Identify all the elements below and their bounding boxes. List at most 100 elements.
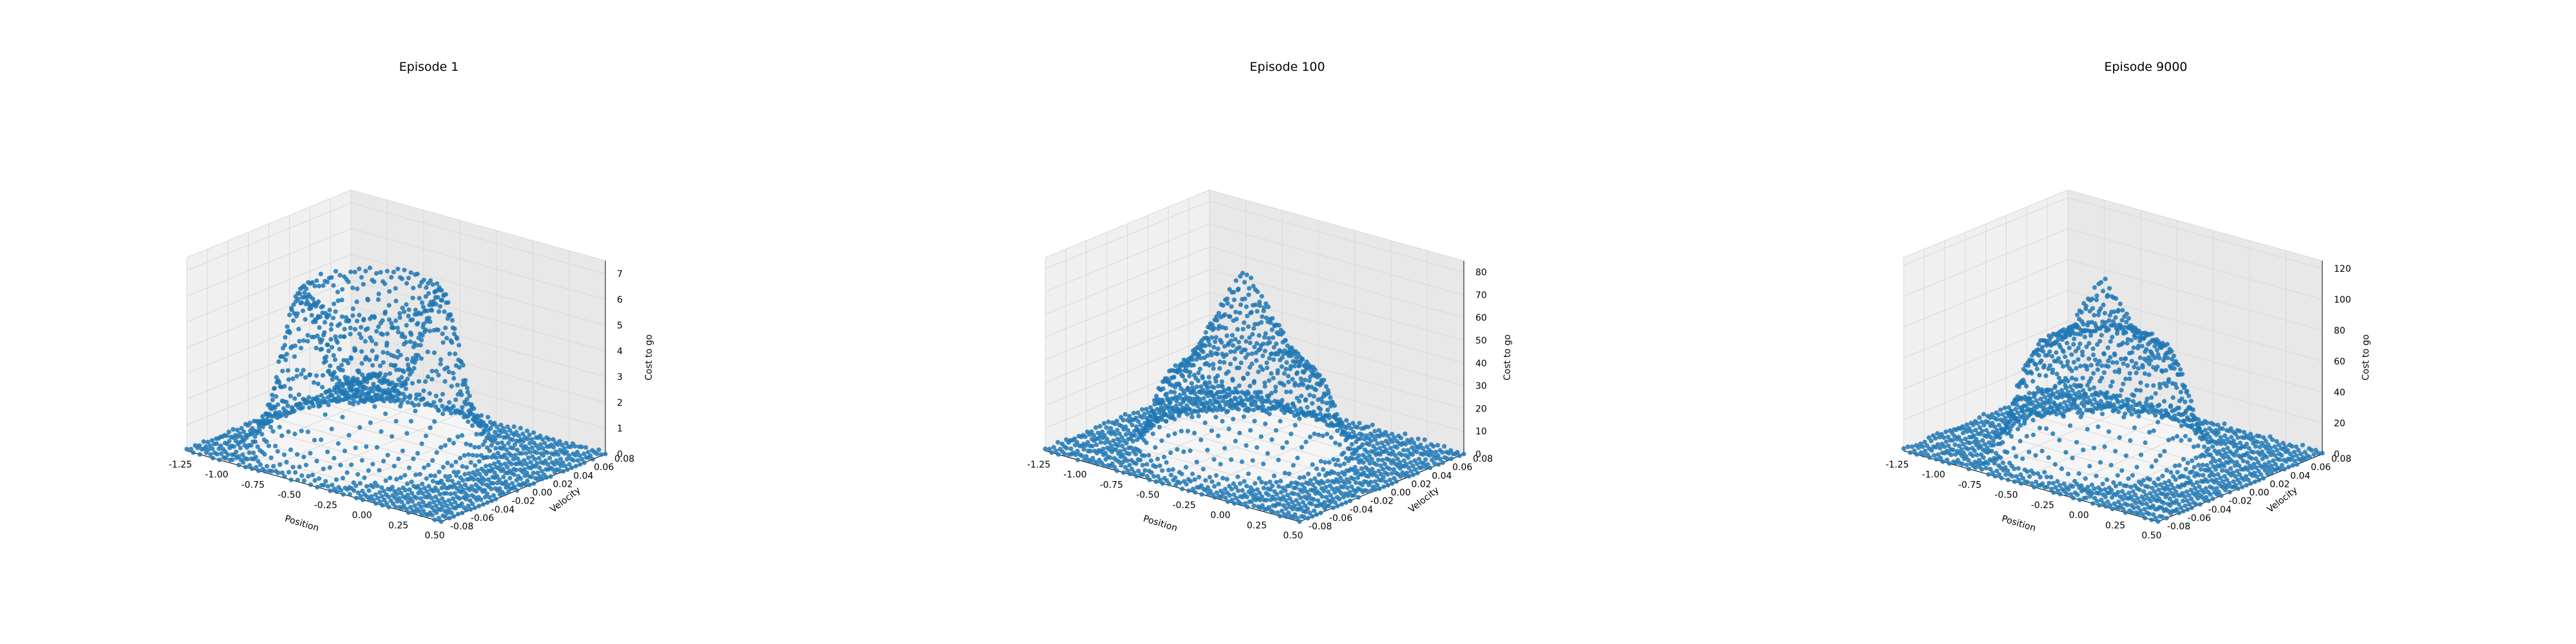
- data-point: [1215, 352, 1220, 357]
- z-tick-label: 10: [1475, 427, 1487, 437]
- data-point: [2096, 312, 2101, 317]
- y-tick-label: -0.08: [450, 522, 473, 532]
- data-point: [287, 330, 292, 336]
- x-tick-label: -0.75: [1100, 480, 1123, 490]
- data-point: [2065, 407, 2070, 412]
- data-point: [345, 395, 350, 400]
- data-point: [251, 450, 256, 455]
- data-point: [498, 462, 504, 468]
- data-point: [1453, 451, 1458, 457]
- data-point: [2105, 477, 2110, 482]
- data-point: [274, 375, 279, 380]
- data-point: [1217, 366, 1222, 371]
- data-point: [1367, 482, 1372, 488]
- data-point: [1944, 457, 1949, 462]
- data-point: [447, 474, 453, 479]
- data-point: [325, 279, 330, 285]
- data-point: [1191, 408, 1197, 413]
- data-point: [1349, 426, 1354, 431]
- data-point: [442, 366, 448, 372]
- data-point: [1354, 439, 1359, 444]
- data-point: [1277, 381, 1282, 386]
- data-point: [1155, 419, 1160, 424]
- data-point: [1376, 457, 1381, 462]
- data-point: [1164, 419, 1169, 424]
- data-point: [2113, 484, 2118, 489]
- data-point: [2020, 476, 2025, 481]
- data-point: [421, 508, 426, 513]
- data-point: [404, 357, 410, 362]
- y-tick-label: 0.04: [1432, 471, 1452, 481]
- data-point: [286, 469, 292, 475]
- data-point: [1153, 464, 1159, 469]
- data-point: [561, 469, 566, 474]
- data-point: [2166, 379, 2171, 384]
- data-point: [1194, 459, 1199, 464]
- data-point: [2047, 480, 2052, 486]
- data-point: [450, 317, 455, 323]
- data-point: [413, 396, 419, 401]
- data-point: [1442, 444, 1447, 449]
- data-point: [318, 271, 323, 276]
- data-point: [1251, 326, 1256, 331]
- data-point: [345, 487, 350, 492]
- data-point: [1180, 486, 1185, 491]
- data-point: [2059, 392, 2064, 397]
- data-point: [1273, 428, 1279, 433]
- data-point: [2283, 450, 2289, 455]
- data-point: [1231, 492, 1236, 497]
- data-point: [2063, 375, 2068, 381]
- data-point: [518, 483, 524, 488]
- data-point: [563, 464, 568, 469]
- data-point: [430, 368, 435, 374]
- data-point: [1325, 408, 1331, 413]
- data-point: [2253, 456, 2259, 462]
- data-point: [2064, 330, 2069, 336]
- data-point: [2182, 482, 2187, 488]
- data-point: [2054, 412, 2059, 417]
- data-point: [2087, 379, 2092, 384]
- data-point: [2130, 489, 2136, 494]
- data-point: [1204, 488, 1209, 493]
- data-point: [279, 470, 285, 475]
- data-point: [585, 450, 591, 455]
- data-point: [312, 478, 317, 483]
- x-tick-label: -1.25: [1886, 460, 1909, 470]
- data-point: [2112, 309, 2117, 314]
- z-tick-label: 0: [1475, 450, 1481, 460]
- data-point: [505, 424, 510, 430]
- data-point: [550, 466, 555, 472]
- data-point: [346, 433, 352, 438]
- data-point: [1286, 510, 1291, 515]
- data-point: [2076, 410, 2081, 415]
- data-point: [1367, 442, 1372, 447]
- data-point: [2075, 312, 2080, 317]
- data-point: [293, 470, 298, 475]
- data-point: [394, 491, 400, 497]
- data-point: [2155, 419, 2161, 425]
- data-point: [418, 487, 423, 493]
- data-point: [2108, 384, 2114, 389]
- data-point: [1141, 472, 1146, 477]
- data-point: [359, 275, 364, 280]
- data-point: [2081, 403, 2087, 409]
- data-point: [1374, 462, 1379, 468]
- data-point: [1291, 491, 1297, 497]
- data-point: [2189, 497, 2194, 502]
- data-point: [386, 494, 391, 500]
- data-point: [1164, 460, 1169, 465]
- data-point: [379, 485, 384, 490]
- data-point: [524, 461, 529, 467]
- data-point: [321, 399, 327, 405]
- data-point: [336, 323, 341, 328]
- data-point: [490, 422, 495, 428]
- data-point: [461, 414, 467, 420]
- data-point: [2274, 439, 2279, 444]
- data-point: [391, 269, 396, 274]
- data-point: [535, 477, 541, 482]
- data-point: [446, 370, 451, 375]
- data-point: [1194, 401, 1199, 406]
- data-point: [2211, 422, 2216, 427]
- data-point: [2099, 332, 2104, 338]
- data-point: [330, 316, 336, 321]
